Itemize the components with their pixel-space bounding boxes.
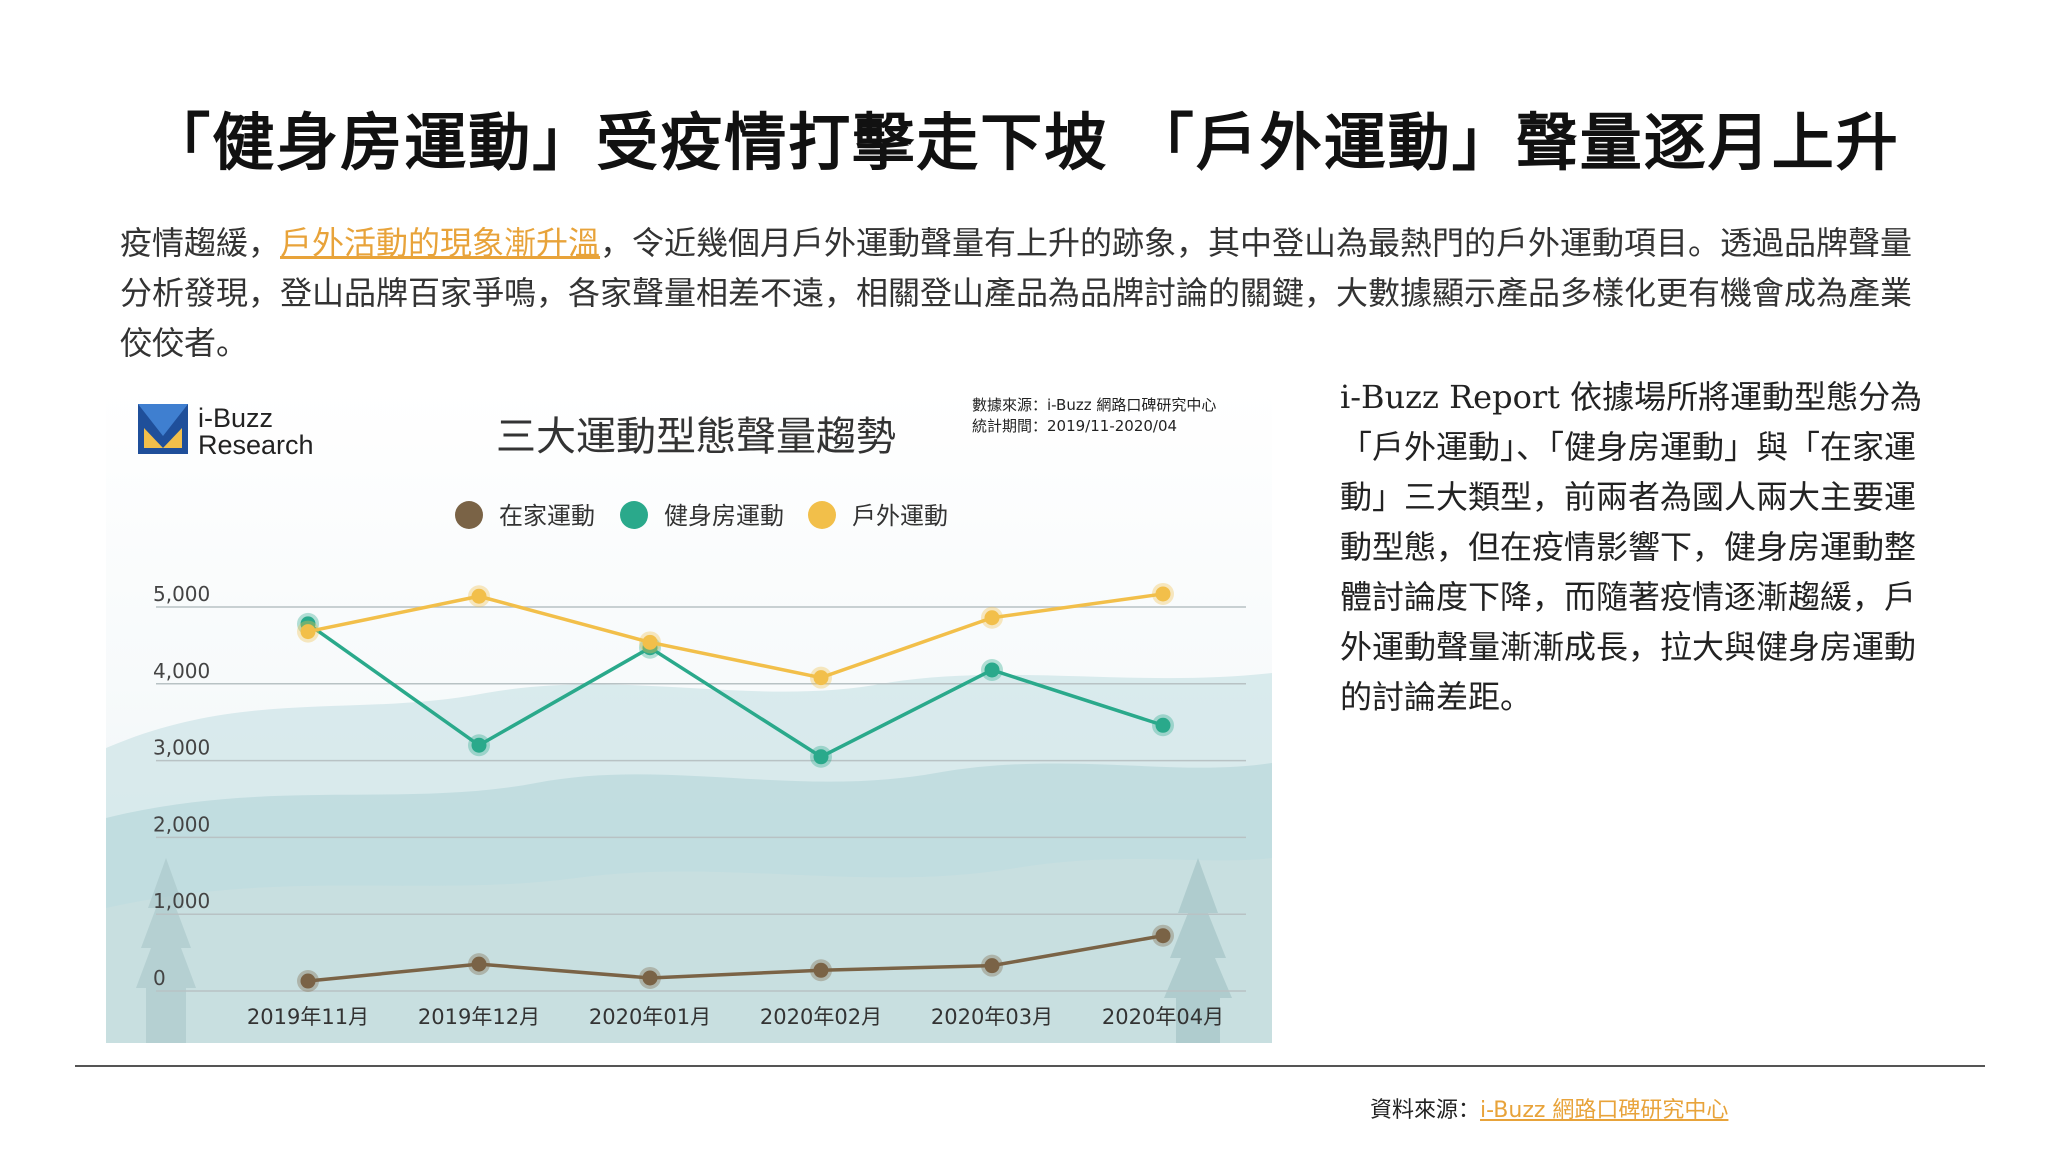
x-axis-ticks: 2019年11月 2019年12月 2020年01月 2020年02月 2020年03月… xyxy=(247,1005,1224,1029)
data-point xyxy=(1155,586,1171,602)
y-axis-ticks: 0 1,000 2,000 3,000 4,000 5,000 xyxy=(153,582,210,990)
x-tick-label: 2019年12月 xyxy=(418,1005,540,1029)
y-tick-label: 4,000 xyxy=(153,659,210,683)
series-line xyxy=(306,622,1164,759)
chart-legend: 在家運動 健身房運動 戶外運動 xyxy=(455,501,948,530)
legend-label: 在家運動 xyxy=(499,502,595,530)
legend-swatch xyxy=(808,501,836,529)
y-tick-label: 2,000 xyxy=(153,812,210,836)
data-point xyxy=(1155,717,1171,733)
data-point xyxy=(813,749,829,765)
legend-item: 在家運動 xyxy=(455,501,595,530)
ibuzz-logo: i-Buzz Research xyxy=(138,403,314,460)
series-group xyxy=(297,612,1174,768)
series-line xyxy=(307,933,1164,983)
y-tick-label: 1,000 xyxy=(153,889,210,913)
intro-text-before: 疫情趨緩， xyxy=(120,224,281,262)
footer-source-label: 資料來源： xyxy=(1370,1098,1481,1123)
x-tick-label: 2020年03月 xyxy=(931,1005,1053,1029)
intro-text-after: ，令近幾個月戶外運動聲量有上升的跡象，其中登山為最熱門的戶外運動項目。透過品牌聲… xyxy=(120,224,1913,362)
data-point xyxy=(984,610,1000,626)
data-point xyxy=(300,973,316,989)
footer-source-link[interactable]: i-Buzz 網路口碑研究中心 xyxy=(1480,1098,1729,1123)
data-point xyxy=(813,962,829,978)
x-tick-label: 2020年01月 xyxy=(589,1005,711,1029)
series-line xyxy=(307,592,1164,680)
data-point xyxy=(984,662,1000,678)
legend-item: 戶外運動 xyxy=(808,501,948,530)
data-point xyxy=(642,634,658,650)
y-tick-label: 5,000 xyxy=(153,582,210,606)
trend-chart-panel: i-Buzz Research 三大運動型態聲量趨勢 數據來源：i-Buzz 網… xyxy=(106,388,1272,1043)
page-headline: 「健身房運動」受疫情打擊走下坡 「戶外運動」聲量逐月上升 xyxy=(148,106,1900,179)
footer-divider xyxy=(75,1065,1985,1067)
side-description: i-Buzz Report 依據場所將運動型態分為「戶外運動」、「健身房運動」與… xyxy=(1340,378,1923,716)
footer-source: 資料來源：i-Buzz 網路口碑研究中心 xyxy=(1370,1092,1728,1124)
legend-label: 戶外運動 xyxy=(852,502,948,530)
legend-swatch xyxy=(620,501,648,529)
chart-background xyxy=(106,388,1272,1043)
series-group xyxy=(297,582,1174,689)
trend-chart: i-Buzz Research 三大運動型態聲量趨勢 數據來源：i-Buzz 網… xyxy=(106,388,1272,1043)
data-point xyxy=(471,737,487,753)
series-group xyxy=(297,924,1174,993)
chart-grid xyxy=(156,606,1246,992)
data-point xyxy=(813,670,829,686)
x-tick-label: 2019年11月 xyxy=(247,1005,369,1029)
legend-item: 健身房運動 xyxy=(620,501,784,530)
chart-series xyxy=(297,582,1174,993)
chart-title: 三大運動型態聲量趨勢 xyxy=(496,414,896,460)
y-tick-label: 0 xyxy=(153,966,166,990)
legend-swatch xyxy=(455,501,483,529)
data-point xyxy=(300,624,316,640)
logo-line-2: Research xyxy=(198,430,314,460)
chart-period-note: 統計期間：2019/11-2020/04 xyxy=(972,417,1177,435)
data-point xyxy=(642,970,658,986)
x-tick-label: 2020年04月 xyxy=(1102,1005,1224,1029)
data-point xyxy=(984,958,1000,974)
x-tick-label: 2020年02月 xyxy=(760,1005,882,1029)
logo-line-1: i-Buzz xyxy=(198,403,273,433)
chart-source-note: 數據來源：i-Buzz 網路口碑研究中心 xyxy=(972,396,1216,414)
data-point xyxy=(1155,928,1171,944)
intro-paragraph: 疫情趨緩，戶外活動的現象漸升溫，令近幾個月戶外運動聲量有上升的跡象，其中登山為最… xyxy=(120,218,1940,368)
legend-label: 健身房運動 xyxy=(664,502,784,530)
intro-outdoor-link[interactable]: 戶外活動的現象漸升溫 xyxy=(280,224,601,262)
data-point xyxy=(471,956,487,972)
y-tick-label: 3,000 xyxy=(153,736,210,760)
data-point xyxy=(471,588,487,604)
